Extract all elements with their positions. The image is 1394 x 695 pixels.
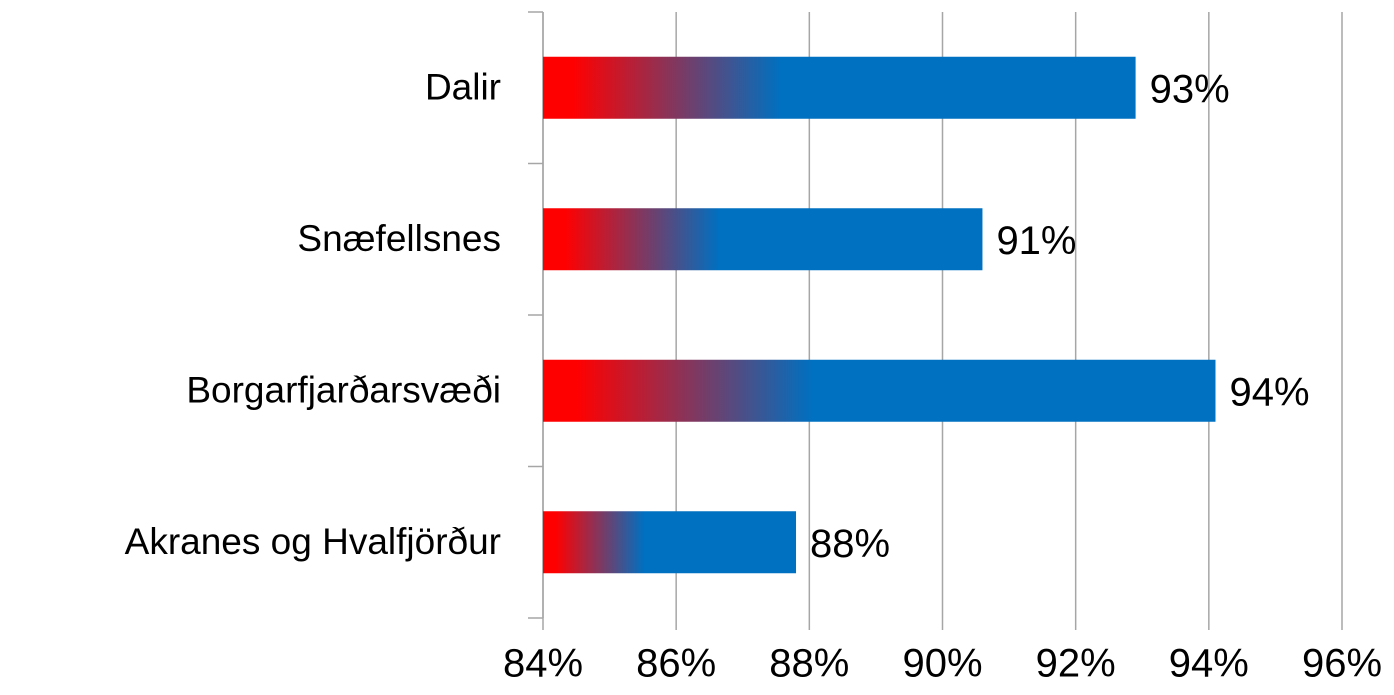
x-tick-label: 84%: [503, 642, 583, 686]
value-label: 91%: [996, 219, 1076, 263]
y-tick-label: Dalir: [425, 67, 501, 108]
x-tick-label: 90%: [902, 642, 982, 686]
x-tick-label: 88%: [769, 642, 849, 686]
bar: [543, 511, 797, 574]
x-tick-label: 94%: [1169, 642, 1249, 686]
x-tick-label: 86%: [636, 642, 716, 686]
y-tick-label: Snæfellsnes: [297, 218, 501, 259]
y-tick-label: Akranes og Hvalfjörður: [125, 521, 501, 562]
x-tick-label: 92%: [1036, 642, 1116, 686]
bar: [543, 208, 983, 271]
bar: [543, 359, 1216, 422]
value-label: 94%: [1229, 370, 1309, 414]
bar: [543, 56, 1136, 119]
x-tick-label: 96%: [1302, 642, 1382, 686]
value-label: 88%: [810, 522, 890, 566]
value-label: 93%: [1150, 67, 1230, 111]
y-tick-label: Borgarfjarðarsvæði: [186, 370, 501, 411]
